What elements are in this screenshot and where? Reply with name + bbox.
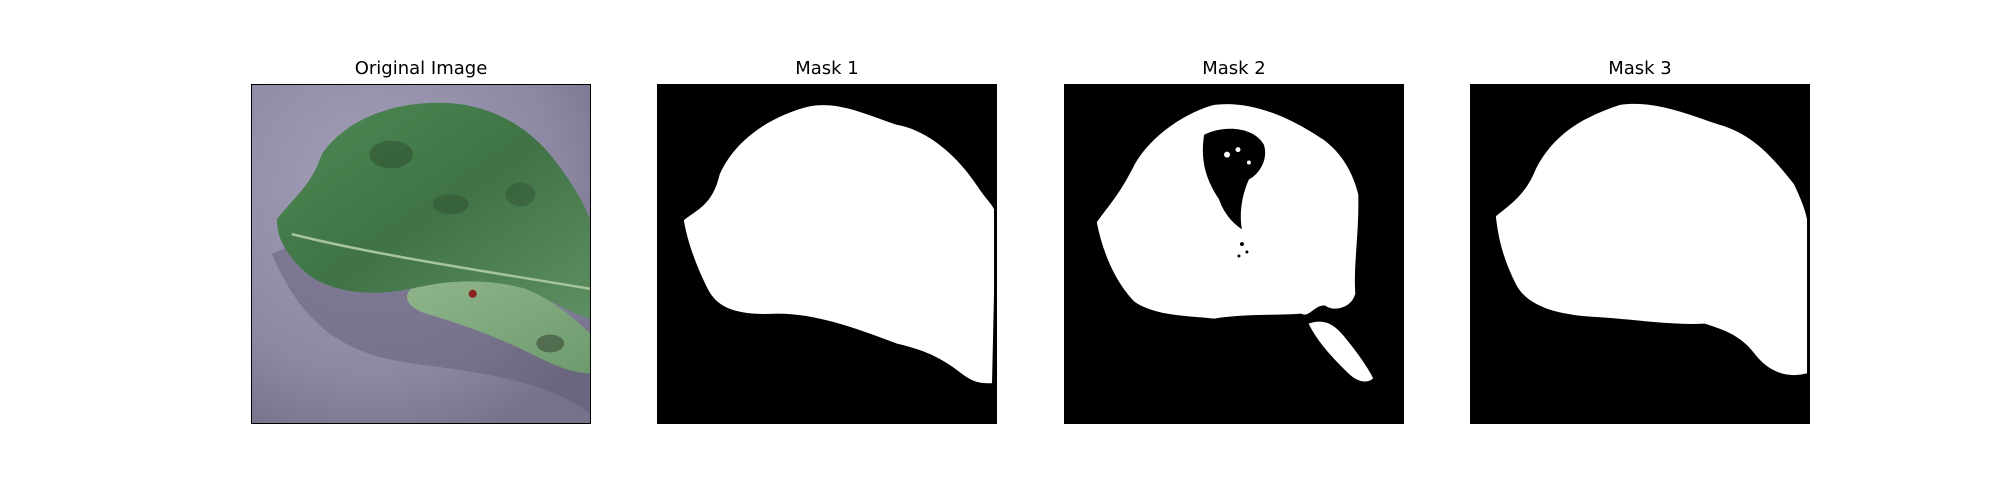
panel-title: Original Image <box>354 58 488 79</box>
mask-foreground-lobe <box>1308 321 1374 382</box>
lesion-spot <box>432 194 469 215</box>
mask-speckle <box>1237 254 1241 258</box>
mask-foreground <box>1495 103 1808 376</box>
panel-title: Mask 2 <box>1202 58 1266 79</box>
mask-speckle <box>1246 160 1251 165</box>
mask-2-image <box>1064 84 1404 424</box>
mask-3 <box>1471 85 1809 423</box>
lesion-spot <box>369 140 414 169</box>
mask-speckle <box>1239 242 1244 247</box>
panel-title: Mask 1 <box>795 58 859 79</box>
lesion-spot <box>468 289 477 298</box>
mask-speckle <box>1224 151 1231 158</box>
mask-1-image <box>657 84 997 424</box>
panel-title: Mask 3 <box>1608 58 1672 79</box>
mask-1 <box>658 85 996 423</box>
mask-foreground <box>683 105 995 384</box>
original-leaf-image <box>251 84 591 424</box>
mask-speckle <box>1235 147 1241 153</box>
lesion-spot <box>505 182 536 207</box>
leaf-upper-blade <box>276 102 590 319</box>
lesion-spot <box>536 334 565 353</box>
mask-2 <box>1065 85 1403 423</box>
mask-hole <box>1202 128 1266 230</box>
mask-3-image <box>1470 84 1810 424</box>
leaf-photo <box>252 85 590 423</box>
mask-speckle <box>1245 250 1249 254</box>
leaf-midrib <box>291 232 590 291</box>
